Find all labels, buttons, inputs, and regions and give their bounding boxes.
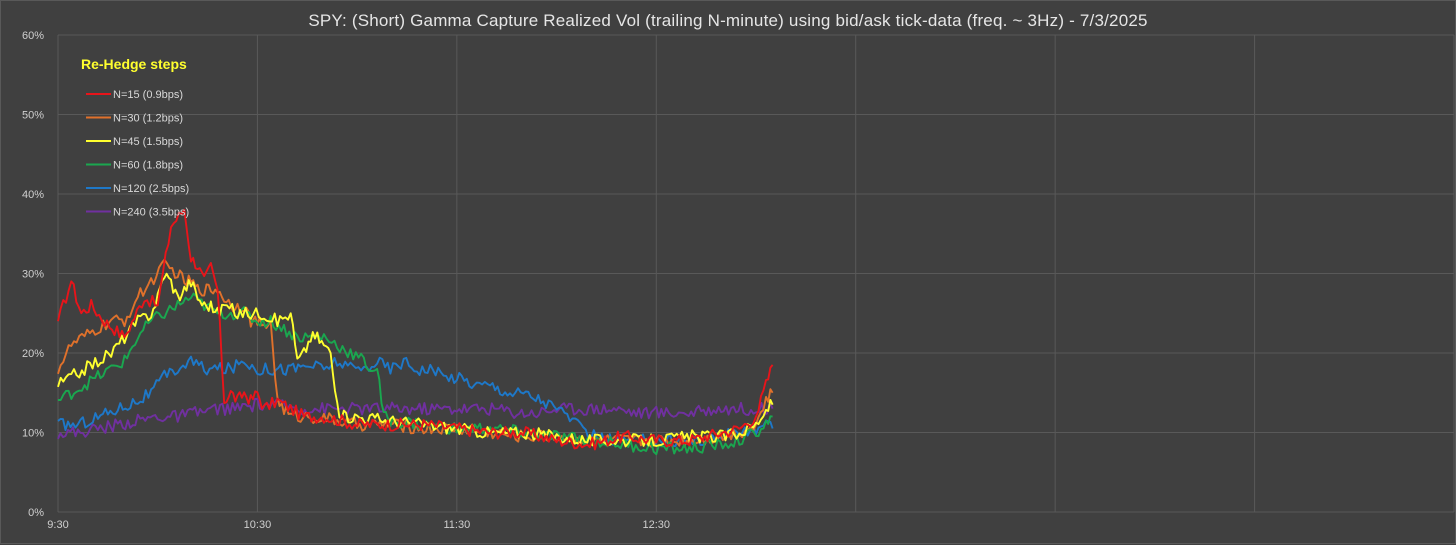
series-line-6 — [57, 397, 774, 440]
y-tick-label: 20% — [22, 348, 44, 360]
x-tick-label: 9:30 — [47, 519, 68, 531]
y-tick-label: 60% — [22, 30, 44, 42]
y-tick-label: 30% — [22, 269, 44, 281]
y-tick-label: 40% — [22, 189, 44, 201]
x-tick-label: 11:30 — [443, 519, 470, 531]
y-tick-label: 10% — [22, 428, 44, 440]
legend: Re-Hedge steps N=15 (0.9bps) N=30 (1.2bps)… — [81, 56, 189, 219]
series-line-4 — [58, 292, 773, 456]
series-layer — [57, 208, 774, 456]
legend-label: N=60 (1.8bps) — [113, 160, 183, 172]
y-tick-label: 50% — [22, 110, 44, 122]
axis-labels-layer: 0% 10% 20% 30% 40% 50% 60% 9:30 10:30 11:30 12:30 — [22, 30, 670, 531]
legend-label: N=15 (0.9bps) — [113, 89, 183, 101]
x-tick-label: 12:30 — [643, 519, 671, 531]
series-line-2 — [57, 258, 774, 448]
series-line-1 — [57, 208, 774, 451]
series-line-3 — [57, 272, 774, 448]
y-tick-label: 0% — [28, 507, 44, 519]
legend-label: N=30 (1.2bps) — [113, 113, 183, 125]
grid-layer — [57, 34, 1455, 513]
chart-title: SPY: (Short) Gamma Capture Realized Vol … — [308, 11, 1148, 30]
legend-label: N=240 (3.5bps) — [113, 207, 189, 219]
x-tick-label: 10:30 — [244, 519, 272, 531]
legend-label: N=120 (2.5bps) — [113, 183, 189, 195]
legend-title: Re-Hedge steps — [81, 56, 187, 72]
legend-label: N=45 (1.5bps) — [113, 136, 183, 148]
